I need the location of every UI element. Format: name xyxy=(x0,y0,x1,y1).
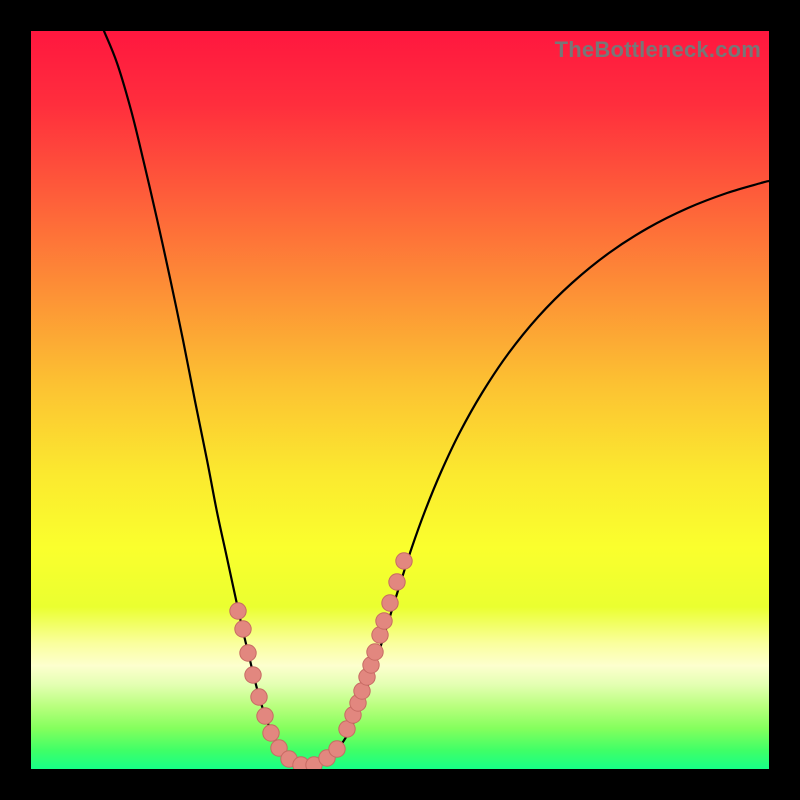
data-dot xyxy=(263,725,279,741)
data-dot xyxy=(235,621,251,637)
chart-frame: TheBottleneck.com xyxy=(0,0,800,800)
data-dots xyxy=(230,553,412,769)
data-dot xyxy=(240,645,256,661)
data-dot xyxy=(376,613,392,629)
data-dot xyxy=(230,603,246,619)
data-dot xyxy=(257,708,273,724)
data-dot xyxy=(382,595,398,611)
data-dot xyxy=(245,667,261,683)
curve-right xyxy=(309,181,769,767)
watermark-text: TheBottleneck.com xyxy=(555,37,761,63)
plot-area: TheBottleneck.com xyxy=(31,31,769,769)
data-dot xyxy=(389,574,405,590)
data-dot xyxy=(329,741,345,757)
curve-left xyxy=(104,31,309,767)
data-dot xyxy=(251,689,267,705)
data-dot xyxy=(367,644,383,660)
data-dot xyxy=(396,553,412,569)
curve-layer xyxy=(31,31,769,769)
